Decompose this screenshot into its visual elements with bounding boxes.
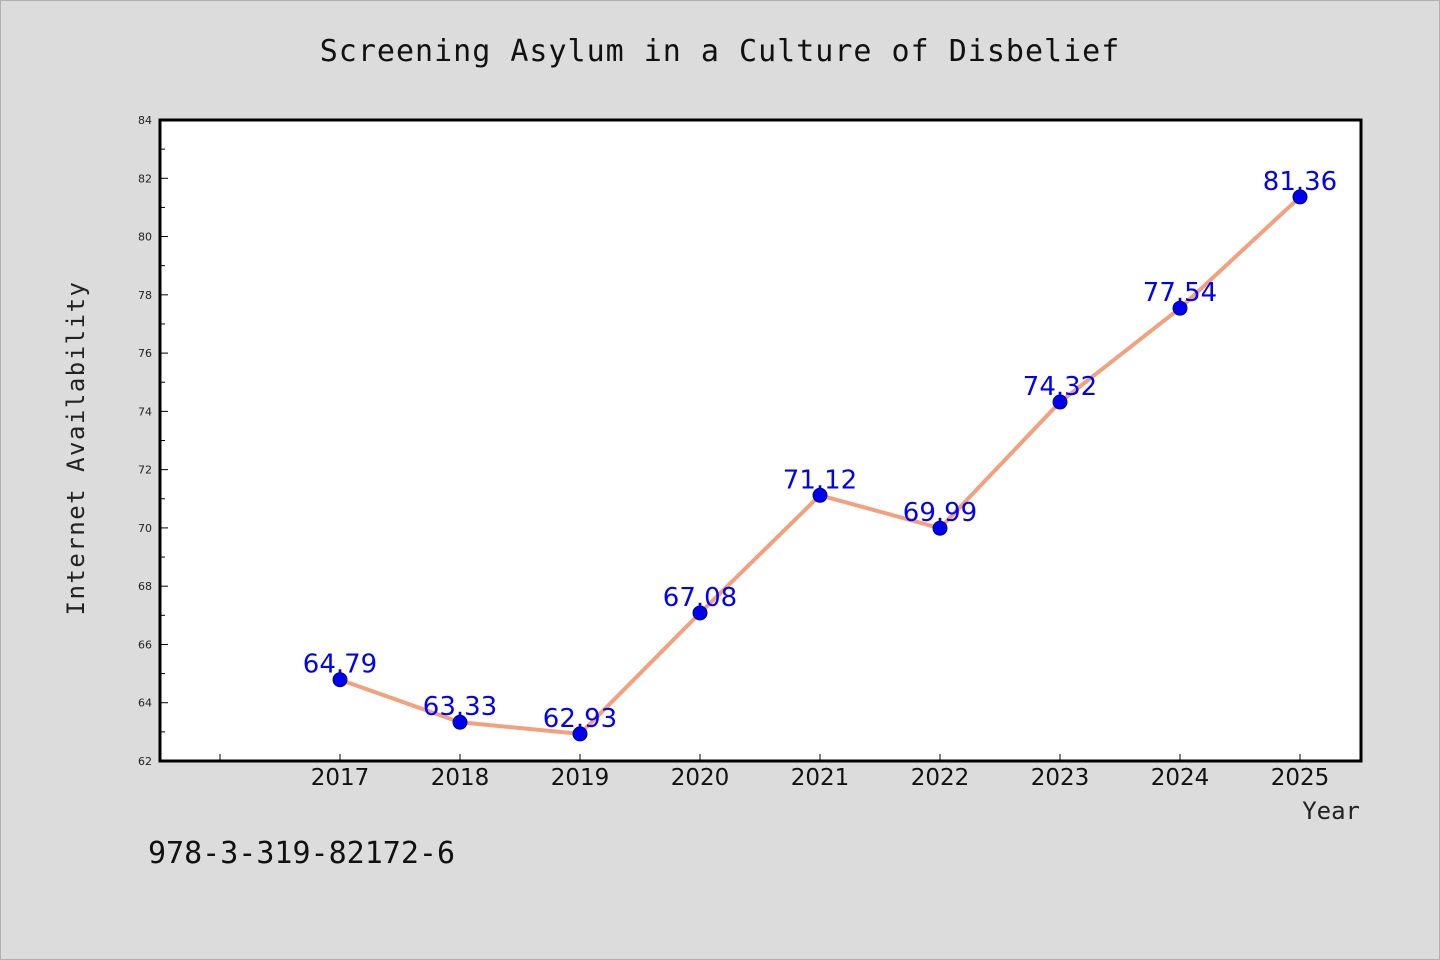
data-point — [452, 714, 468, 730]
series-layer: 64.79 63.33 62.93 67.08 71.12 69.99 74.32 77.54… — [303, 167, 1337, 742]
y-tick-label: 72 — [138, 464, 152, 477]
data-point — [932, 520, 948, 536]
data-label: 74.32 — [1023, 372, 1097, 402]
y-tick-label: 80 — [138, 231, 152, 244]
y-tick-label: 66 — [138, 638, 152, 651]
x-tick-label: 2022 — [911, 765, 970, 791]
data-label: 64.79 — [303, 650, 377, 680]
x-tick-label: 2020 — [671, 765, 730, 791]
x-tick-label: 2023 — [1031, 765, 1090, 791]
x-tick-label: 2025 — [1271, 765, 1330, 791]
x-tick-label: 2017 — [311, 765, 370, 791]
y-axis: 62 64 66 68 70 72 74 76 78 80 82 84 — [138, 114, 168, 768]
x-tick-label: 2019 — [551, 765, 610, 791]
isbn-text: 978-3-319-82172-6 — [148, 836, 456, 871]
data-point — [1172, 300, 1188, 316]
x-tick-label: 2018 — [431, 765, 490, 791]
x-axis-label: Year — [1302, 797, 1360, 825]
x-tick-label: 2021 — [791, 765, 850, 791]
plot-area — [158, 118, 1363, 763]
y-tick-label: 84 — [138, 114, 152, 127]
chart-title: Screening Asylum in a Culture of Disbeli… — [319, 34, 1121, 69]
y-tick-label: 74 — [138, 405, 152, 418]
data-label: 67.08 — [663, 583, 737, 613]
y-tick-label: 78 — [138, 289, 152, 302]
data-label: 63.33 — [423, 692, 497, 722]
y-tick-label: 62 — [138, 755, 152, 768]
data-label: 77.54 — [1143, 278, 1217, 308]
data-point — [1052, 394, 1068, 410]
data-label: 69.99 — [903, 498, 977, 528]
x-axis: 2017 2018 2019 2020 2021 2022 2023 2024 2025 — [219, 754, 1330, 791]
data-point — [692, 605, 708, 621]
data-label: 81.36 — [1263, 167, 1337, 197]
data-point — [332, 672, 348, 688]
data-label: 62.93 — [543, 704, 617, 734]
data-point — [812, 487, 828, 503]
y-tick-label: 64 — [138, 697, 152, 710]
data-label: 71.12 — [783, 465, 857, 495]
y-tick-label: 68 — [138, 580, 152, 593]
y-tick-label: 70 — [138, 522, 152, 535]
x-tick-label: 2024 — [1151, 765, 1210, 791]
data-point — [572, 726, 588, 742]
y-axis-label: Internet Availability — [62, 280, 90, 616]
y-tick-label: 76 — [138, 347, 152, 360]
y-tick-label: 82 — [138, 172, 152, 185]
data-point — [1292, 189, 1308, 205]
